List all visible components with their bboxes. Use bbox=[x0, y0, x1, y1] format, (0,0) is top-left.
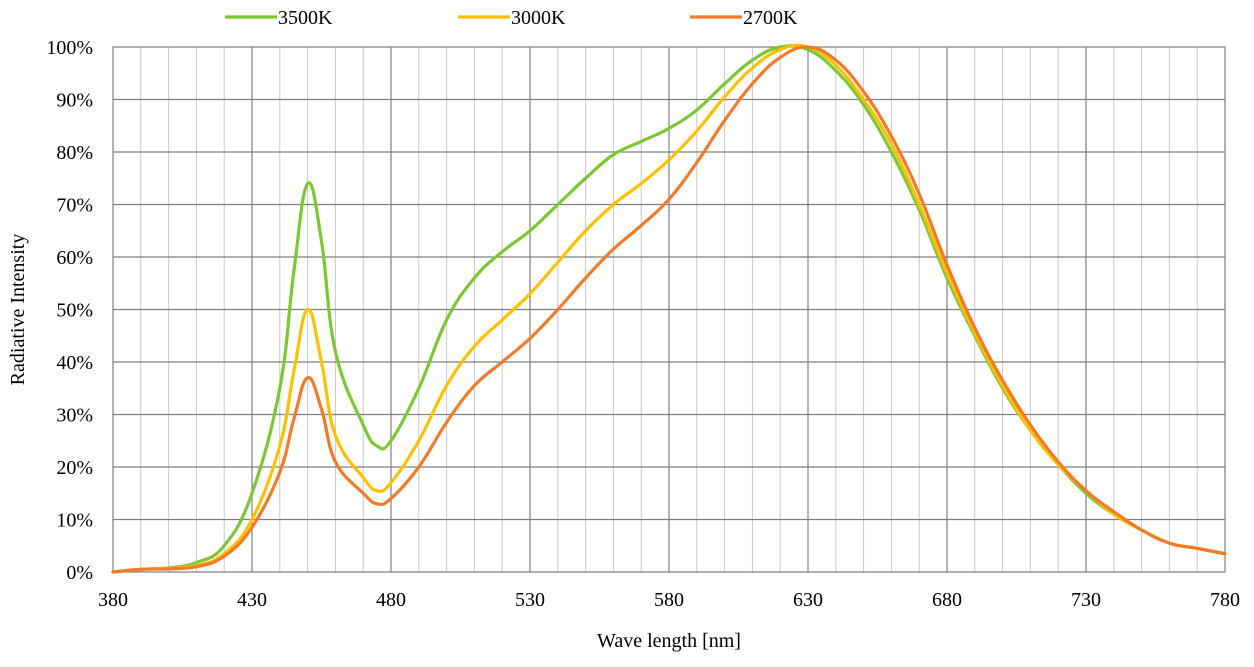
series-lines bbox=[111, 43, 1227, 574]
x-tick-label: 380 bbox=[98, 589, 128, 611]
y-tick-label: 20% bbox=[56, 457, 93, 479]
x-axis-title: Wave length [nm] bbox=[597, 630, 741, 652]
x-tick-label: 630 bbox=[793, 589, 823, 611]
y-tick-label: 60% bbox=[56, 247, 93, 269]
legend-label-3500K: 3500K bbox=[278, 7, 333, 29]
x-tick-label: 580 bbox=[654, 589, 684, 611]
y-tick-label: 30% bbox=[56, 405, 93, 427]
x-tick-label: 730 bbox=[1071, 589, 1101, 611]
y-axis-tick-labels: 0% 10% 20% 30% 40% 50% 60% 70% 80% 90% 100% bbox=[46, 37, 93, 584]
x-tick-label: 480 bbox=[376, 589, 406, 611]
legend-label-3000K: 3000K bbox=[511, 7, 566, 29]
y-axis-title: Radiative Intensity bbox=[7, 234, 29, 386]
plot-area-frame bbox=[112, 46, 1226, 573]
x-tick-label: 530 bbox=[515, 589, 545, 611]
series-line-2700K bbox=[111, 45, 1227, 574]
y-tick-label: 10% bbox=[56, 510, 93, 532]
legend-label-2700K: 2700K bbox=[743, 7, 798, 29]
y-tick-label: 80% bbox=[56, 142, 93, 164]
series-line-3000K bbox=[111, 43, 1227, 574]
y-tick-label: 50% bbox=[56, 300, 93, 322]
x-tick-label: 780 bbox=[1210, 589, 1240, 611]
y-tick-label: 70% bbox=[56, 195, 93, 217]
legend: 3500K 3000K 2700K bbox=[225, 7, 798, 29]
x-tick-label: 680 bbox=[932, 589, 962, 611]
x-axis-tick-labels: 380 430 480 530 580 630 680 730 780 bbox=[98, 589, 1240, 611]
y-tick-label: 100% bbox=[46, 37, 93, 59]
y-tick-label: 40% bbox=[56, 352, 93, 374]
y-tick-label: 90% bbox=[56, 90, 93, 112]
x-tick-label: 430 bbox=[237, 589, 267, 611]
y-tick-label: 0% bbox=[66, 562, 93, 584]
